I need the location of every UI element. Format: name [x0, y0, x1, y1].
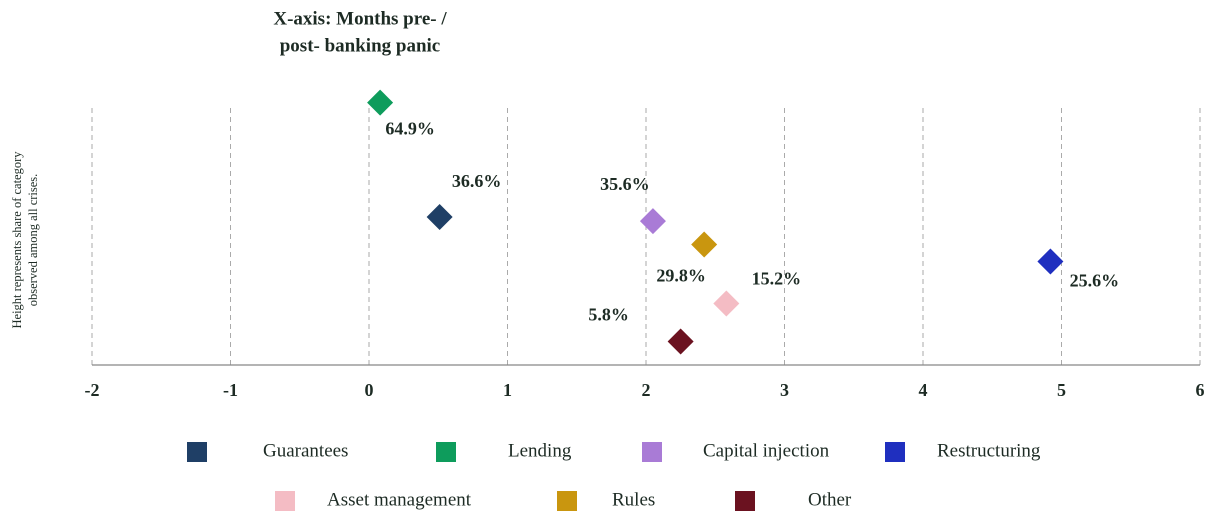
legend-label: Lending	[508, 440, 572, 461]
data-label: 29.8%	[656, 266, 706, 286]
diamond-marker	[1037, 248, 1064, 275]
x-tick-label: -2	[85, 380, 100, 400]
legend-swatch	[642, 442, 662, 462]
legend-swatch	[187, 442, 207, 462]
diamond-marker	[713, 290, 740, 317]
diamond-marker	[367, 89, 394, 116]
chart-title: post- banking panic	[280, 35, 441, 56]
y-label-line: Height represents share of category	[10, 151, 24, 329]
y-axis-label: Height represents share of category obse…	[10, 151, 40, 329]
legend-swatch	[275, 491, 295, 511]
legend-swatch	[436, 442, 456, 462]
data-label: 5.8%	[588, 305, 629, 325]
legend-label: Capital injection	[703, 440, 830, 461]
legend-label: Guarantees	[263, 440, 348, 461]
x-tick-label: 5	[1057, 380, 1066, 400]
x-tick-label: 0	[365, 380, 374, 400]
legend-label: Other	[808, 489, 852, 510]
data-label: 36.6%	[452, 171, 502, 191]
diamond-marker	[667, 328, 694, 355]
legend-label: Rules	[612, 489, 655, 510]
data-label: 64.9%	[385, 119, 435, 139]
x-tick-label: 4	[919, 380, 928, 400]
x-tick-label: 6	[1196, 380, 1205, 400]
legend-swatch	[885, 442, 905, 462]
x-tick-label: 1	[503, 380, 512, 400]
data-label: 25.6%	[1070, 271, 1120, 291]
diamond-marker	[691, 231, 718, 258]
legend-swatch	[735, 491, 755, 511]
x-tick-label: -1	[223, 380, 238, 400]
diamond-marker	[639, 208, 666, 235]
data-label: 15.2%	[752, 269, 802, 289]
diamond-marker	[426, 204, 453, 231]
chart-title: X-axis: Months pre- /	[273, 8, 447, 29]
legend-label: Asset management	[327, 489, 472, 510]
x-tick-label: 2	[642, 380, 651, 400]
data-label: 35.6%	[600, 174, 650, 194]
y-label-line: observed among all crises.	[26, 174, 40, 307]
legend-label: Restructuring	[937, 440, 1041, 461]
legend-swatch	[557, 491, 577, 511]
x-tick-label: 3	[780, 380, 789, 400]
